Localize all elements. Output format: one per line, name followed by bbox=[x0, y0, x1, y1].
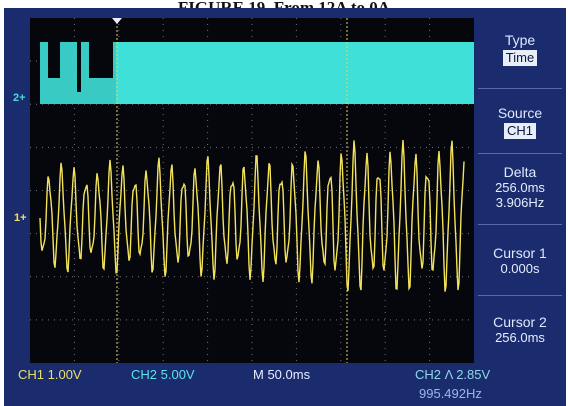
ch2-trace-gap bbox=[48, 42, 60, 78]
menu-delta-freq: 3.906Hz bbox=[495, 195, 545, 210]
trigger-position-marker bbox=[112, 18, 122, 24]
menu-type-label: Type bbox=[504, 32, 536, 48]
status-bar: CH1 1.00V CH2 5.00V M 50.0ms CH2 Λ 2.85V… bbox=[18, 367, 558, 405]
ch1-ground-marker: 1+ bbox=[14, 212, 27, 224]
waveform-svg bbox=[30, 18, 474, 363]
ch2-trace-band bbox=[116, 42, 474, 104]
menu-cursor1-button[interactable]: Cursor 1 0.000s bbox=[478, 225, 562, 296]
menu-cursor1-label: Cursor 1 bbox=[493, 245, 547, 261]
menu-cursor2-value: 256.0ms bbox=[495, 330, 545, 345]
frequency-readout: 995.492Hz bbox=[419, 386, 482, 401]
menu-source-value: CH1 bbox=[503, 123, 536, 139]
menu-cursor1-value: 0.000s bbox=[500, 261, 540, 276]
ch2-ground-marker: 2+ bbox=[13, 92, 26, 104]
timebase-readout: M 50.0ms bbox=[253, 367, 311, 382]
ch1-scale-readout: CH1 1.00V bbox=[18, 367, 82, 382]
ch2-scale-readout: CH2 5.00V bbox=[131, 367, 195, 382]
waveform-display bbox=[30, 18, 474, 363]
ch2-trace-gap bbox=[89, 42, 113, 78]
menu-cursor2-button[interactable]: Cursor 2 256.0ms bbox=[478, 296, 562, 362]
menu-source-label: Source bbox=[497, 105, 543, 121]
menu-source-button[interactable]: Source CH1 bbox=[478, 89, 562, 154]
trigger-readout: CH2 Λ 2.85V bbox=[415, 367, 491, 382]
menu-delta-label: Delta bbox=[503, 164, 537, 180]
menu-delta-readout: Delta 256.0ms 3.906Hz bbox=[478, 154, 562, 225]
menu-type-button[interactable]: Type Time bbox=[478, 18, 562, 89]
menu-delta-time: 256.0ms bbox=[495, 180, 545, 195]
ch2-trace-gap bbox=[77, 42, 81, 92]
menu-cursor2-label: Cursor 2 bbox=[493, 314, 547, 330]
side-menu: Type Time Source CH1 Delta 256.0ms 3.906… bbox=[478, 18, 562, 363]
ch1-trace bbox=[39, 139, 465, 292]
menu-type-value: Time bbox=[502, 50, 538, 66]
